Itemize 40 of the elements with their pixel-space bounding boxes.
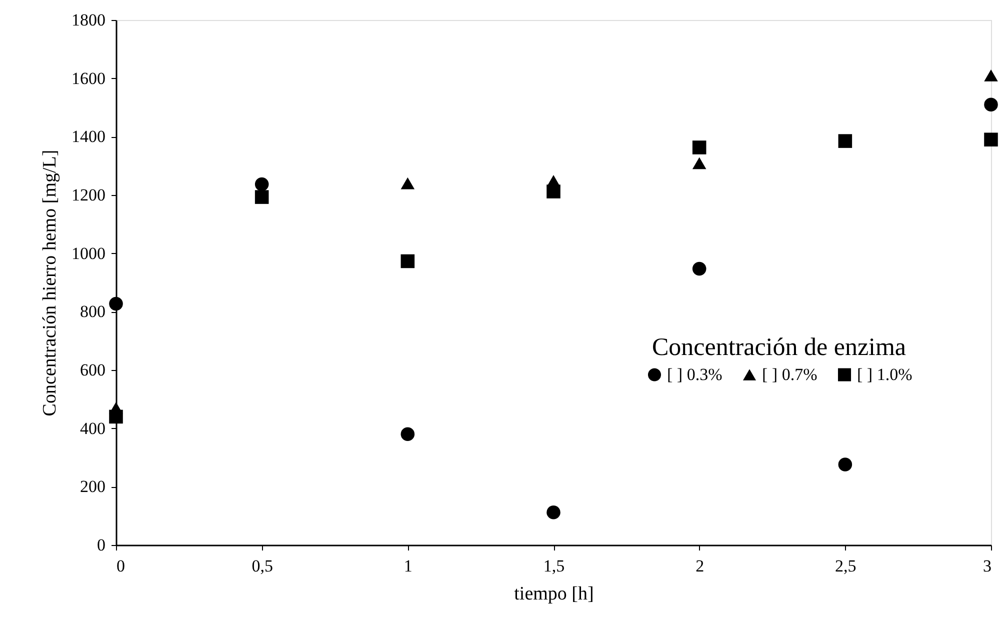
y-tick-label: 1800 xyxy=(72,10,106,30)
x-tick-label: 0,5 xyxy=(252,556,273,576)
point xyxy=(546,184,560,198)
y-tick-label: 1200 xyxy=(72,186,106,204)
legend-label: [ ] 1.0% xyxy=(857,364,912,384)
legend-title: Concentración de enzima xyxy=(652,334,906,361)
y-tick-label: 800 xyxy=(80,302,106,322)
y-axis-title: Concentración hierro hemo [mg/L] xyxy=(40,150,60,416)
point xyxy=(400,177,415,190)
point xyxy=(984,98,998,112)
y-tick-label: 0 xyxy=(97,536,106,554)
point xyxy=(109,296,123,311)
point xyxy=(254,177,269,192)
point xyxy=(838,458,852,472)
point xyxy=(984,69,998,82)
y-tick-label: 1600 xyxy=(72,68,106,88)
y-tick-label: 1400 xyxy=(72,127,106,146)
x-axis-title: tiempo [h] xyxy=(514,584,594,604)
y-tick-label: 600 xyxy=(80,360,106,380)
y-tick-label: 400 xyxy=(80,418,106,438)
point xyxy=(692,262,706,276)
y-tick-label: 200 xyxy=(80,477,106,496)
legend-label: [ ] 0.7% xyxy=(762,364,818,384)
y-tick-label: 1000 xyxy=(72,244,106,263)
point xyxy=(692,140,706,154)
point xyxy=(692,157,706,170)
legend-label: [ ] 0.3% xyxy=(667,364,722,384)
x-tick-label: 1,5 xyxy=(543,556,565,576)
point xyxy=(546,505,560,520)
point xyxy=(984,132,998,146)
point xyxy=(254,190,269,204)
x-tick-label: 2 xyxy=(696,556,704,576)
x-tick-label: 1 xyxy=(404,556,412,576)
point xyxy=(400,427,415,442)
x-tick-label: 3 xyxy=(983,556,992,576)
x-tick-label: 0 xyxy=(116,556,125,576)
point xyxy=(109,410,123,424)
x-tick-label: 2,5 xyxy=(835,556,856,576)
point xyxy=(838,134,852,148)
point xyxy=(400,254,415,268)
